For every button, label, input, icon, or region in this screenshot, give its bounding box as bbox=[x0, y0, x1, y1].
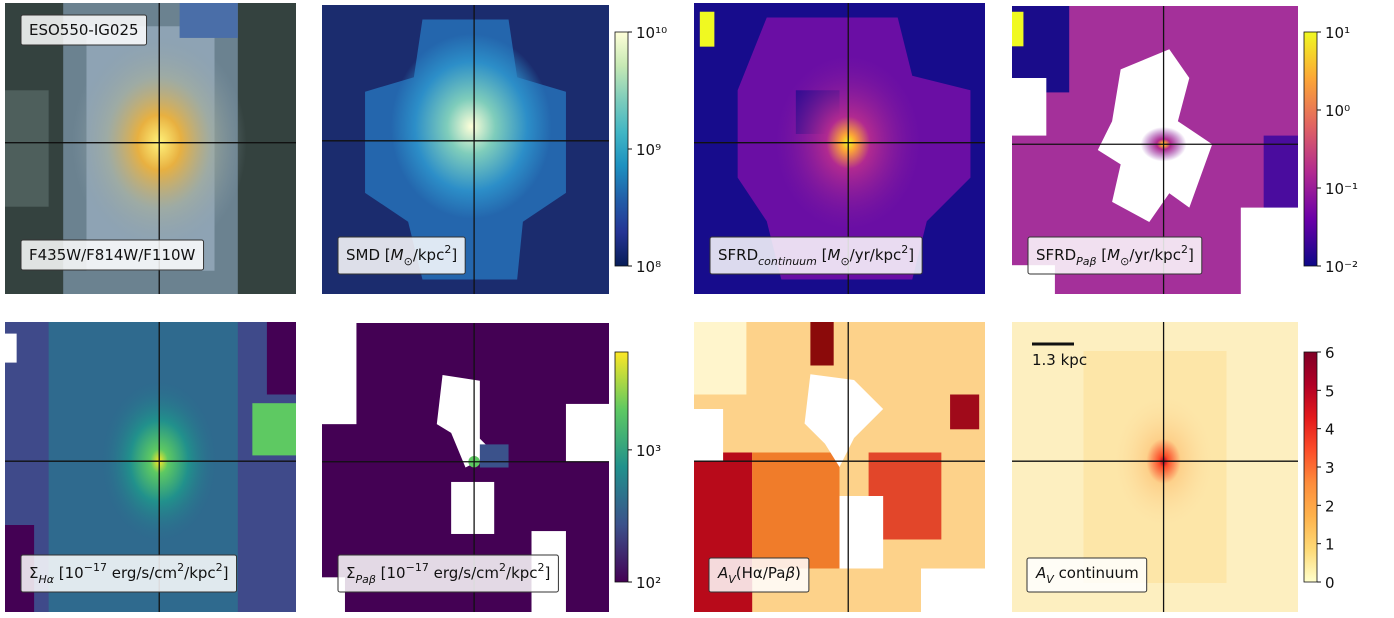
colorbar bbox=[1303, 351, 1318, 583]
colorbar-tick-label: 10¹⁰ bbox=[636, 24, 667, 42]
label-part: 2 bbox=[499, 561, 506, 574]
colorbar-tick-label: 6 bbox=[1325, 344, 1335, 362]
colorbar-tick-label: 3 bbox=[1325, 459, 1335, 477]
colorbar-tick-label: 10⁹ bbox=[636, 141, 661, 159]
label-part: A bbox=[1035, 564, 1046, 582]
map-av-continuum bbox=[1012, 322, 1298, 612]
label-part: SFRD bbox=[718, 246, 758, 264]
label-box bbox=[337, 554, 559, 593]
label-part: V bbox=[1046, 573, 1055, 586]
colorbar-tick-label: 10⁻¹ bbox=[1325, 180, 1358, 198]
label-part: SFRD bbox=[1036, 246, 1076, 264]
colorbar-tick-label: 1 bbox=[1325, 536, 1335, 554]
label-part: −17 bbox=[406, 561, 429, 574]
label-part: (Hα/Pa bbox=[736, 564, 786, 582]
label-part: /yr/kpc bbox=[850, 246, 902, 264]
panel-label: SFRDcontinuum [M⊙/yr/kpc2] bbox=[718, 243, 914, 268]
panel-label: AV(Hα/Paβ) bbox=[717, 564, 801, 586]
panel-label: SFRDPaβ [M⊙/yr/kpc2] bbox=[1036, 243, 1194, 268]
colorbar-tick-label: 5 bbox=[1325, 382, 1335, 400]
label-part: ] bbox=[223, 564, 229, 582]
label-part: SMD [ bbox=[346, 246, 391, 264]
colorbar-tick-label: 10⁸ bbox=[636, 258, 661, 276]
colorbar-tick-label: 0 bbox=[1325, 574, 1335, 592]
label-part: ESO550-IG025 bbox=[29, 21, 139, 39]
label-part: ] bbox=[451, 246, 457, 264]
label-part: continuum bbox=[758, 255, 817, 268]
label-box bbox=[337, 236, 466, 275]
panel-label: AV continuum bbox=[1035, 564, 1139, 586]
label-part: 2 bbox=[444, 243, 451, 256]
label-part: V bbox=[728, 573, 737, 586]
panel-label: SMD [M⊙/kpc2] bbox=[346, 243, 457, 268]
label-box bbox=[709, 236, 923, 275]
scale-bar-label: 1.3 kpc bbox=[1032, 351, 1087, 369]
label-part: /kpc bbox=[413, 246, 445, 264]
label-part: M bbox=[391, 246, 404, 264]
label-part: Σ bbox=[346, 564, 355, 582]
label-part: [ bbox=[1097, 246, 1108, 264]
label-box bbox=[1026, 557, 1148, 593]
colorbar-tick-label: 10³ bbox=[636, 442, 661, 460]
label-box bbox=[20, 554, 238, 593]
label-part: /kpc bbox=[184, 564, 216, 582]
label-part: /kpc bbox=[506, 564, 538, 582]
label-part: erg/s/cm bbox=[429, 564, 499, 582]
label-part: ⊙ bbox=[840, 255, 849, 268]
colorbar-tick-label: 4 bbox=[1325, 421, 1335, 439]
label-part: Hα bbox=[38, 573, 54, 586]
label-part: 2 bbox=[901, 243, 908, 256]
colorbar-tick-label: 10⁻² bbox=[1325, 258, 1358, 276]
label-part: 2 bbox=[177, 561, 184, 574]
label-box bbox=[20, 14, 148, 46]
label-part: ] bbox=[1188, 246, 1194, 264]
label-part: −17 bbox=[84, 561, 107, 574]
map-rgb bbox=[5, 3, 296, 294]
label-part: A bbox=[717, 564, 728, 582]
label-part: 2 bbox=[538, 561, 545, 574]
map-smd bbox=[322, 5, 609, 294]
colorbar bbox=[1303, 31, 1318, 267]
colorbar-tick-label: 2 bbox=[1325, 497, 1335, 515]
colorbar-tick-label: 10⁰ bbox=[1325, 102, 1350, 120]
label-part: M bbox=[828, 246, 841, 264]
label-part: /yr/kpc bbox=[1129, 246, 1181, 264]
label-part: ] bbox=[908, 246, 914, 264]
label-part: β bbox=[784, 564, 795, 582]
colorbar bbox=[614, 31, 629, 267]
label-box bbox=[20, 239, 205, 271]
label-box bbox=[1027, 236, 1203, 275]
label-part: erg/s/cm bbox=[107, 564, 177, 582]
label-part: Paβ bbox=[355, 573, 375, 586]
label-box bbox=[708, 557, 810, 593]
label-part: M bbox=[1107, 246, 1120, 264]
label-part: 2 bbox=[1181, 243, 1188, 256]
panel-label: ΣHα [10−17 erg/s/cm2/kpc2] bbox=[29, 561, 229, 586]
colorbar-tick-label: 10² bbox=[636, 574, 661, 592]
label-part: [10 bbox=[376, 564, 406, 582]
label-part: continuum bbox=[1054, 564, 1139, 582]
label-part: F435W/F814W/F110W bbox=[29, 246, 196, 264]
label-part: [ bbox=[817, 246, 828, 264]
label-part: ⊙ bbox=[404, 255, 413, 268]
colorbar-tick-label: 10¹ bbox=[1325, 24, 1350, 42]
label-part: [10 bbox=[54, 564, 84, 582]
label-part: ) bbox=[795, 564, 801, 582]
label-part: ] bbox=[545, 564, 551, 582]
colorbar bbox=[614, 351, 629, 583]
panel-label: ΣPaβ [10−17 erg/s/cm2/kpc2] bbox=[346, 561, 550, 586]
panel-label: ESO550-IG025 bbox=[29, 21, 139, 39]
label-part: Σ bbox=[29, 564, 38, 582]
panel-label: F435W/F814W/F110W bbox=[29, 246, 196, 264]
label-part: Paβ bbox=[1076, 255, 1096, 268]
label-part: ⊙ bbox=[1120, 255, 1129, 268]
label-part: 2 bbox=[216, 561, 223, 574]
